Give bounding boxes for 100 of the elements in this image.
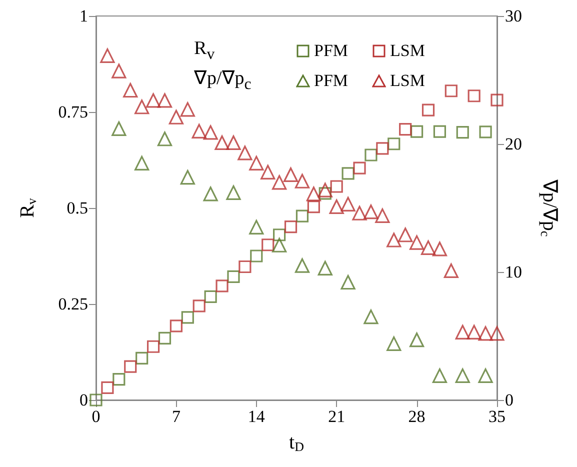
point xyxy=(422,104,435,116)
point xyxy=(112,121,126,136)
point xyxy=(168,110,184,124)
point xyxy=(364,204,378,220)
point xyxy=(203,186,218,202)
point xyxy=(134,100,150,114)
point xyxy=(399,122,412,136)
legend-label: LSM xyxy=(390,71,425,91)
legend-label: PFM xyxy=(314,71,348,91)
point xyxy=(433,125,446,138)
point xyxy=(203,125,218,140)
point xyxy=(386,232,402,248)
point xyxy=(330,180,343,193)
point xyxy=(134,156,150,170)
point xyxy=(146,340,160,353)
point xyxy=(158,332,172,344)
point xyxy=(420,240,436,255)
point xyxy=(318,187,332,200)
point xyxy=(101,381,114,394)
y-tick-label: 0.25 xyxy=(58,294,88,314)
point xyxy=(226,185,241,200)
point xyxy=(112,64,126,78)
point xyxy=(272,238,287,252)
point xyxy=(216,280,228,292)
point xyxy=(170,320,182,332)
point xyxy=(157,132,172,146)
point xyxy=(238,146,252,160)
x-axis-title: tD xyxy=(289,432,304,454)
point xyxy=(318,182,332,198)
point xyxy=(468,90,480,102)
y-tick-label: 1 xyxy=(80,6,88,26)
point xyxy=(455,368,470,383)
point xyxy=(318,260,332,276)
point xyxy=(100,48,115,63)
point xyxy=(136,352,148,364)
point xyxy=(249,156,264,170)
point xyxy=(180,170,195,185)
point xyxy=(214,135,230,150)
point xyxy=(478,368,493,383)
point xyxy=(180,102,195,117)
point xyxy=(410,125,424,138)
point xyxy=(432,242,448,256)
point xyxy=(388,138,400,150)
point xyxy=(157,93,172,108)
point xyxy=(364,310,378,324)
point xyxy=(432,368,448,383)
point xyxy=(478,326,493,341)
y2-tick-label: 10 xyxy=(505,262,522,282)
point xyxy=(342,167,354,180)
legend-label: PFM xyxy=(314,41,348,61)
point xyxy=(340,274,356,290)
point xyxy=(466,324,482,340)
point xyxy=(249,220,264,234)
point xyxy=(250,250,263,262)
point xyxy=(181,311,194,324)
point xyxy=(398,228,413,242)
point xyxy=(455,324,470,340)
legend-label: LSM xyxy=(390,41,425,61)
x-tick-label: 35 xyxy=(488,407,506,426)
point xyxy=(112,372,126,386)
point xyxy=(444,84,458,98)
x-tick-label: 28 xyxy=(408,407,426,426)
point xyxy=(479,126,492,138)
point xyxy=(227,270,240,284)
y2-tick-label: 0 xyxy=(505,390,514,410)
annotation: ∇p/∇p$_{c}$ xyxy=(194,68,252,93)
y2-tick-label: 20 xyxy=(505,134,522,154)
point xyxy=(376,142,389,155)
point xyxy=(226,135,241,150)
point xyxy=(456,126,469,139)
x-tick-label: 21 xyxy=(328,407,346,426)
point xyxy=(284,220,298,234)
point xyxy=(386,336,402,351)
x-tick-label: 7 xyxy=(172,407,181,426)
y-tick-label: 0.75 xyxy=(58,102,88,122)
y-axis-title: Rv xyxy=(16,198,39,218)
point xyxy=(307,200,320,214)
point xyxy=(364,148,378,162)
point xyxy=(444,263,458,278)
point xyxy=(123,82,138,98)
point xyxy=(296,210,309,222)
point xyxy=(306,186,321,202)
point xyxy=(262,238,274,252)
y2-axis-title: ∇p/∇pc xyxy=(538,178,560,237)
annotation: R$_{v}$ xyxy=(194,38,215,63)
point xyxy=(238,260,252,274)
y-tick-label: 0.5 xyxy=(66,198,88,218)
point xyxy=(410,235,424,250)
point xyxy=(124,360,137,373)
point xyxy=(272,175,287,190)
point xyxy=(410,332,424,348)
x-tick-label: 0 xyxy=(92,407,100,426)
point xyxy=(192,124,206,138)
y-tick-label: 0 xyxy=(80,390,88,410)
point xyxy=(204,290,217,304)
point xyxy=(260,164,276,180)
point xyxy=(490,94,504,106)
point xyxy=(283,167,298,182)
point xyxy=(490,326,504,341)
x-tick-label: 14 xyxy=(248,407,266,426)
